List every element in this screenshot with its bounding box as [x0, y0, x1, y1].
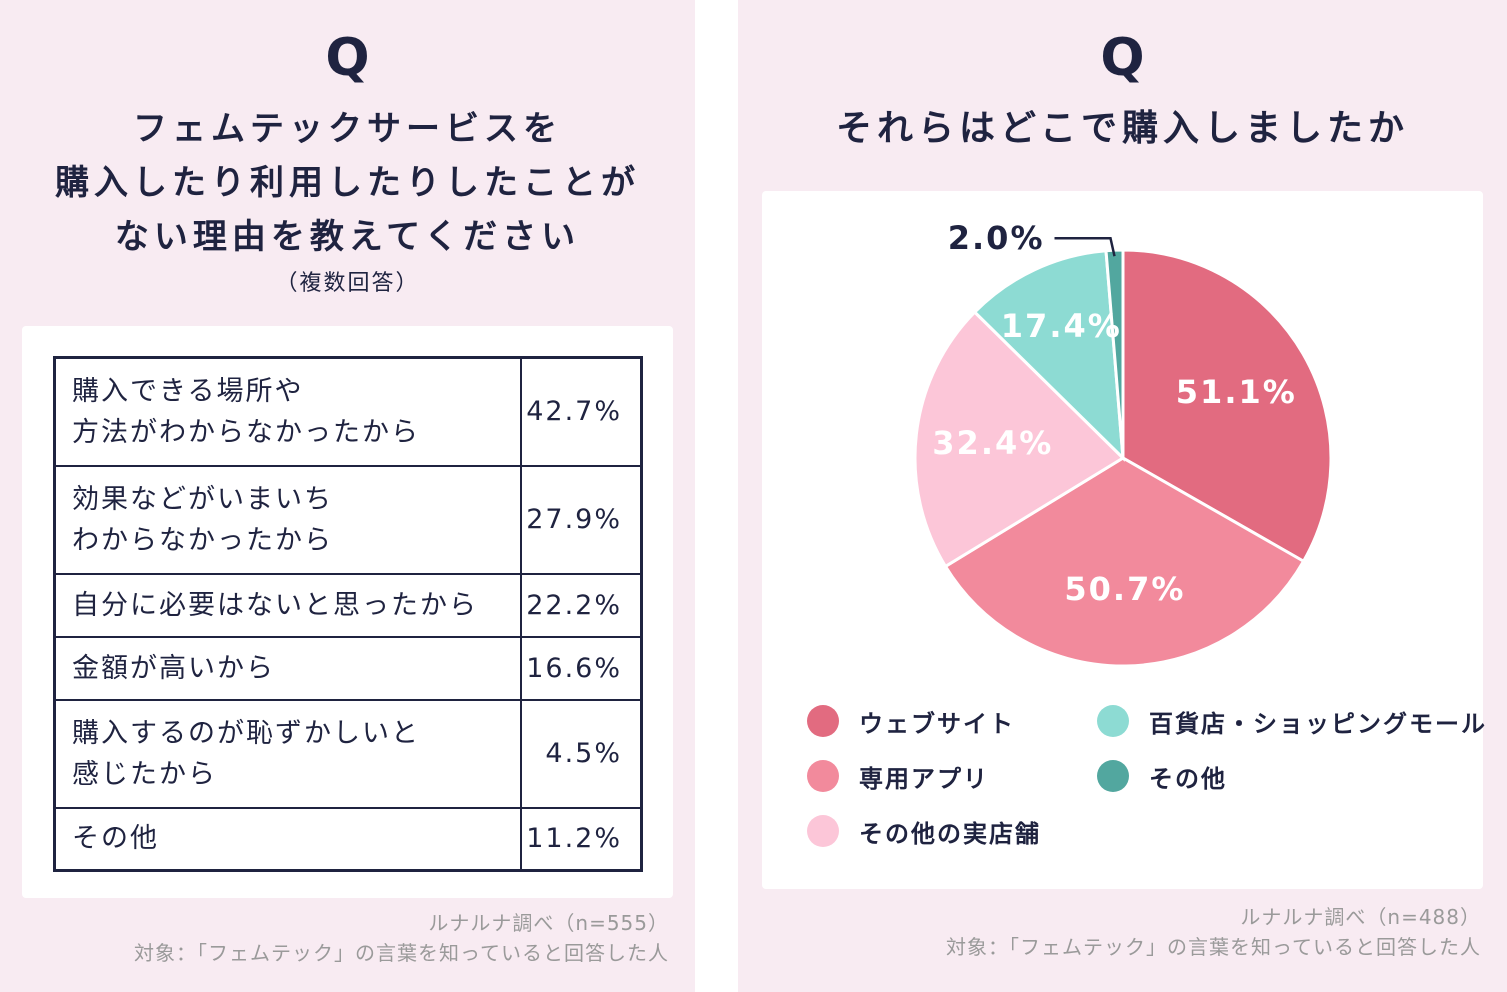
slice-other — [1104, 248, 1125, 459]
legend-item: ウェブサイト — [807, 701, 1015, 741]
slice-label: 51.1% — [1176, 373, 1297, 411]
slice-website — [1121, 248, 1333, 564]
slice-app — [943, 456, 1306, 668]
legend-label: 百貨店・ショッピングモール — [1149, 709, 1487, 738]
question-title-line: フェムテックサービスを — [133, 109, 562, 149]
source-note: ルナルナ調べ（n=555） 対象：「フェムテック」の言葉を知っていると回答した人 — [134, 908, 669, 968]
question-title-line: ない理由を教えてください — [114, 217, 581, 257]
question-title: フェムテックサービスを 購入したり利用したりしたことが ない理由を教えてください — [0, 102, 695, 264]
reason-cell: その他 — [53, 806, 522, 872]
reason-line: 感じたから — [72, 758, 217, 790]
reason-line: 自分に必要はないと思ったから — [72, 589, 478, 621]
legend-item: その他の実店舗 — [807, 811, 1041, 851]
reasons-table: 購入できる場所や 方法がわからなかったから 42.7% 効果などがいまいち わか… — [53, 356, 643, 872]
slice-label: 2.0% — [948, 219, 1045, 257]
reason-cell: 購入できる場所や 方法がわからなかったから — [53, 356, 522, 467]
legend-label: 専用アプリ — [859, 764, 989, 793]
reason-line: 効果などがいまいち — [72, 483, 333, 515]
reason-cell: 自分に必要はないと思ったから — [53, 572, 522, 638]
reason-line: 購入できる場所や — [72, 375, 304, 407]
question-title-line: 購入したり利用したりしたことが — [55, 163, 640, 203]
reason-line: 方法がわからなかったから — [72, 416, 420, 448]
reason-cell: 購入するのが恥ずかしいと 感じたから — [53, 698, 522, 809]
left-panel: Q フェムテックサービスを 購入したり利用したりしたことが ない理由を教えてくだ… — [0, 0, 695, 992]
slice-label: 50.7% — [1064, 570, 1185, 608]
reason-line: その他 — [72, 823, 159, 855]
value-cell: 27.9% — [520, 464, 643, 575]
table-row: 自分に必要はないと思ったから 22.2% — [53, 572, 643, 638]
source-line: ルナルナ調べ（n=555） — [428, 911, 669, 935]
legend-label: その他 — [1149, 764, 1227, 793]
source-line: ルナルナ調べ（n=488） — [1240, 905, 1481, 929]
table-row: 効果などがいまいち わからなかったから 27.9% — [53, 464, 643, 575]
legend-swatch — [807, 705, 839, 737]
leader-line — [1054, 236, 1116, 257]
legend-item: 専用アプリ — [807, 756, 989, 796]
legend-swatch — [807, 815, 839, 847]
reason-line: 購入するのが恥ずかしいと — [72, 717, 420, 749]
table-row: その他 11.2% — [53, 806, 643, 872]
reason-line: わからなかったから — [72, 524, 333, 556]
legend-label: その他の実店舗 — [859, 819, 1041, 848]
reason-line: 金額が高いから — [72, 652, 275, 684]
value-cell: 4.5% — [520, 698, 643, 809]
value-cell: 16.6% — [520, 635, 643, 701]
reason-cell: 効果などがいまいち わからなかったから — [53, 464, 522, 575]
legend-swatch — [1097, 760, 1129, 792]
pie-slices — [913, 248, 1333, 668]
q-mark: Q — [325, 28, 370, 88]
pie-card: 51.1% 50.7% 32.4% 17.4% 2.0% ウェブサイト 百貨店・ショッピン… — [762, 191, 1485, 889]
legend-item: 百貨店・ショッピングモール — [1097, 701, 1487, 741]
question-title: それらはどこで購入しましたか — [836, 108, 1409, 149]
value-cell: 42.7% — [520, 356, 643, 467]
source-note: ルナルナ調べ（n=488） 対象：「フェムテック」の言葉を知っていると回答した人 — [946, 902, 1481, 962]
slice-label: 17.4% — [1001, 307, 1122, 345]
question-subtitle: （複数回答） — [275, 271, 420, 296]
table-row: 購入できる場所や 方法がわからなかったから 42.7% — [53, 356, 643, 467]
reasons-card: 購入できる場所や 方法がわからなかったから 42.7% 効果などがいまいち わか… — [22, 326, 673, 898]
q-mark: Q — [1100, 28, 1145, 88]
target-line: 対象：「フェムテック」の言葉を知っていると回答した人 — [946, 935, 1481, 959]
table-row: 購入するのが恥ずかしいと 感じたから 4.5% — [53, 698, 643, 809]
right-panel: Q それらはどこで購入しましたか 51.1% 50.7% 32.4% 17.4% 2.0… — [738, 0, 1507, 992]
legend-swatch — [807, 760, 839, 792]
value-cell: 22.2% — [520, 572, 643, 638]
pie-chart: 51.1% 50.7% 32.4% 17.4% 2.0% — [913, 219, 1333, 668]
reason-cell: 金額が高いから — [53, 635, 522, 701]
table-row: 金額が高いから 16.6% — [53, 635, 643, 701]
slice-label: 32.4% — [932, 424, 1053, 462]
target-line: 対象：「フェムテック」の言葉を知っていると回答した人 — [134, 941, 669, 965]
value-cell: 11.2% — [520, 806, 643, 872]
slice-store — [913, 310, 1126, 569]
legend-label: ウェブサイト — [859, 709, 1015, 738]
pie-labels: 51.1% 50.7% 32.4% 17.4% 2.0% — [932, 219, 1297, 608]
legend-swatch — [1097, 705, 1129, 737]
slice-department — [972, 249, 1125, 462]
legend-item: その他 — [1097, 756, 1227, 796]
